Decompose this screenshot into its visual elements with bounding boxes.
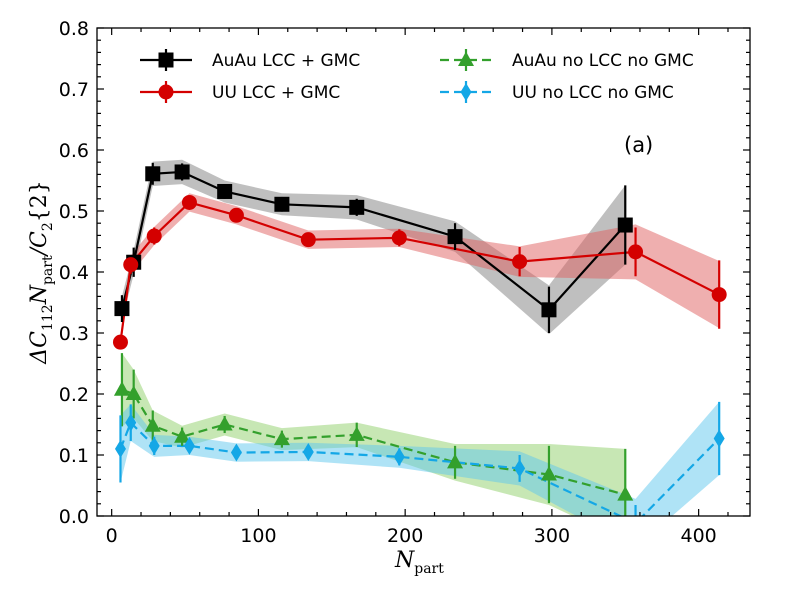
y-tick-label: 0.4 bbox=[59, 262, 89, 284]
point-uu-lcc-gmc bbox=[300, 232, 316, 248]
legend-marker bbox=[158, 52, 174, 68]
panel-annotation: (a) bbox=[624, 133, 653, 157]
point-auau-no-lcc-no-gmc bbox=[174, 428, 191, 443]
point-uu-lcc-gmc bbox=[123, 257, 139, 273]
point-auau-lcc-gmc bbox=[447, 229, 463, 245]
data-markers bbox=[112, 164, 727, 516]
y-tick-label: 0.1 bbox=[59, 445, 89, 467]
point-auau-no-lcc-no-gmc bbox=[125, 385, 142, 400]
point-uu-no-lcc-no-gmc bbox=[514, 459, 526, 478]
y-tick-label: 0.8 bbox=[59, 18, 89, 40]
svg-text:ΔC112Npart/C2{2}: ΔC112Npart/C2{2} bbox=[27, 180, 56, 365]
point-uu-no-lcc-no-gmc bbox=[125, 413, 137, 432]
point-auau-lcc-gmc bbox=[114, 301, 130, 317]
line-auau-no-lcc-no-gmc bbox=[121, 388, 626, 496]
svg-text:Npart: Npart bbox=[394, 548, 444, 577]
tick-labels: 0 100 200 300 400 0.0 0.1 0.2 0.3 0.4 0.5 0.6 0.7 0.8 bbox=[59, 18, 717, 547]
point-auau-lcc-gmc bbox=[217, 183, 233, 199]
legend-label: AuAu LCC + GMC bbox=[212, 51, 360, 71]
point-uu-lcc-gmc bbox=[112, 334, 128, 350]
legend-entry-uu-no-lcc-no-gmc: UU no LCC no GMC bbox=[440, 81, 674, 103]
point-uu-no-lcc-no-gmc bbox=[114, 439, 126, 458]
legend-marker bbox=[458, 51, 474, 66]
y-tick-label: 0.5 bbox=[59, 201, 89, 223]
y-tick-label: 0.2 bbox=[59, 384, 89, 406]
point-uu-no-lcc-no-gmc bbox=[302, 442, 314, 461]
point-auau-lcc-gmc bbox=[349, 199, 365, 215]
x-tick-label: 0 bbox=[106, 525, 118, 547]
y-tick-label: 0.7 bbox=[59, 79, 89, 101]
point-uu-lcc-gmc bbox=[391, 230, 407, 246]
point-auau-lcc-gmc bbox=[617, 217, 633, 233]
band-auau-lcc-gmc bbox=[121, 159, 626, 335]
point-auau-lcc-gmc bbox=[541, 302, 557, 318]
point-uu-lcc-gmc bbox=[711, 287, 727, 303]
x-tick-label: 200 bbox=[387, 525, 423, 547]
point-auau-no-lcc-no-gmc bbox=[113, 381, 130, 396]
legend-entry-auau-no-lcc-no-gmc: AuAu no LCC no GMC bbox=[440, 49, 694, 71]
point-uu-no-lcc-no-gmc bbox=[634, 514, 637, 516]
point-uu-lcc-gmc bbox=[181, 194, 197, 210]
point-auau-lcc-gmc bbox=[274, 196, 290, 212]
point-uu-lcc-gmc bbox=[228, 207, 244, 223]
y-tick-label: 0.3 bbox=[59, 323, 89, 345]
point-auau-no-lcc-no-gmc bbox=[216, 416, 233, 431]
point-uu-lcc-gmc bbox=[628, 244, 644, 260]
legend-label: AuAu no LCC no GMC bbox=[512, 51, 694, 71]
y-tick-label: 0.6 bbox=[59, 140, 89, 162]
legend-marker bbox=[460, 83, 472, 101]
legend-entry-auau-lcc-gmc: AuAu LCC + GMC bbox=[140, 49, 360, 71]
legend: AuAu LCC + GMC UU LCC + GMC AuAu no LCC no… bbox=[140, 49, 694, 103]
legend-label: UU LCC + GMC bbox=[212, 83, 340, 103]
point-auau-no-lcc-no-gmc bbox=[348, 426, 365, 441]
point-uu-no-lcc-no-gmc bbox=[393, 447, 405, 466]
point-auau-lcc-gmc bbox=[174, 164, 190, 180]
point-auau-no-lcc-no-gmc bbox=[273, 430, 290, 446]
x-axis-title: Npart bbox=[394, 548, 444, 577]
point-auau-no-lcc-no-gmc bbox=[540, 466, 557, 481]
point-auau-lcc-gmc bbox=[145, 166, 161, 182]
y-axis-title: ΔC112Npart/C2{2} bbox=[27, 180, 56, 365]
point-uu-no-lcc-no-gmc bbox=[230, 443, 242, 462]
y-tick-label: 0.0 bbox=[59, 506, 89, 528]
point-auau-no-lcc-no-gmc bbox=[447, 453, 464, 469]
axis-ticks bbox=[97, 27, 750, 517]
point-uu-lcc-gmc bbox=[512, 254, 528, 270]
line-uu-no-lcc-no-gmc bbox=[119, 420, 720, 516]
point-uu-no-lcc-no-gmc bbox=[148, 436, 160, 455]
point-uu-lcc-gmc bbox=[146, 228, 162, 244]
point-auau-no-lcc-no-gmc bbox=[144, 417, 161, 432]
line-auau-lcc-gmc bbox=[120, 170, 627, 312]
line-uu-lcc-gmc bbox=[119, 201, 720, 343]
point-uu-no-lcc-no-gmc bbox=[183, 436, 195, 455]
x-tick-label: 100 bbox=[240, 525, 276, 547]
x-tick-label: 300 bbox=[534, 525, 570, 547]
series-lines bbox=[119, 170, 720, 516]
point-auau-no-lcc-no-gmc bbox=[617, 486, 634, 501]
band-uu-lcc-gmc bbox=[120, 193, 720, 349]
legend-label: UU no LCC no GMC bbox=[512, 83, 674, 103]
legend-marker bbox=[158, 84, 174, 100]
point-uu-no-lcc-no-gmc bbox=[713, 429, 725, 448]
legend-entry-uu-lcc-gmc: UU LCC + GMC bbox=[140, 81, 340, 103]
x-tick-label: 400 bbox=[681, 525, 717, 547]
